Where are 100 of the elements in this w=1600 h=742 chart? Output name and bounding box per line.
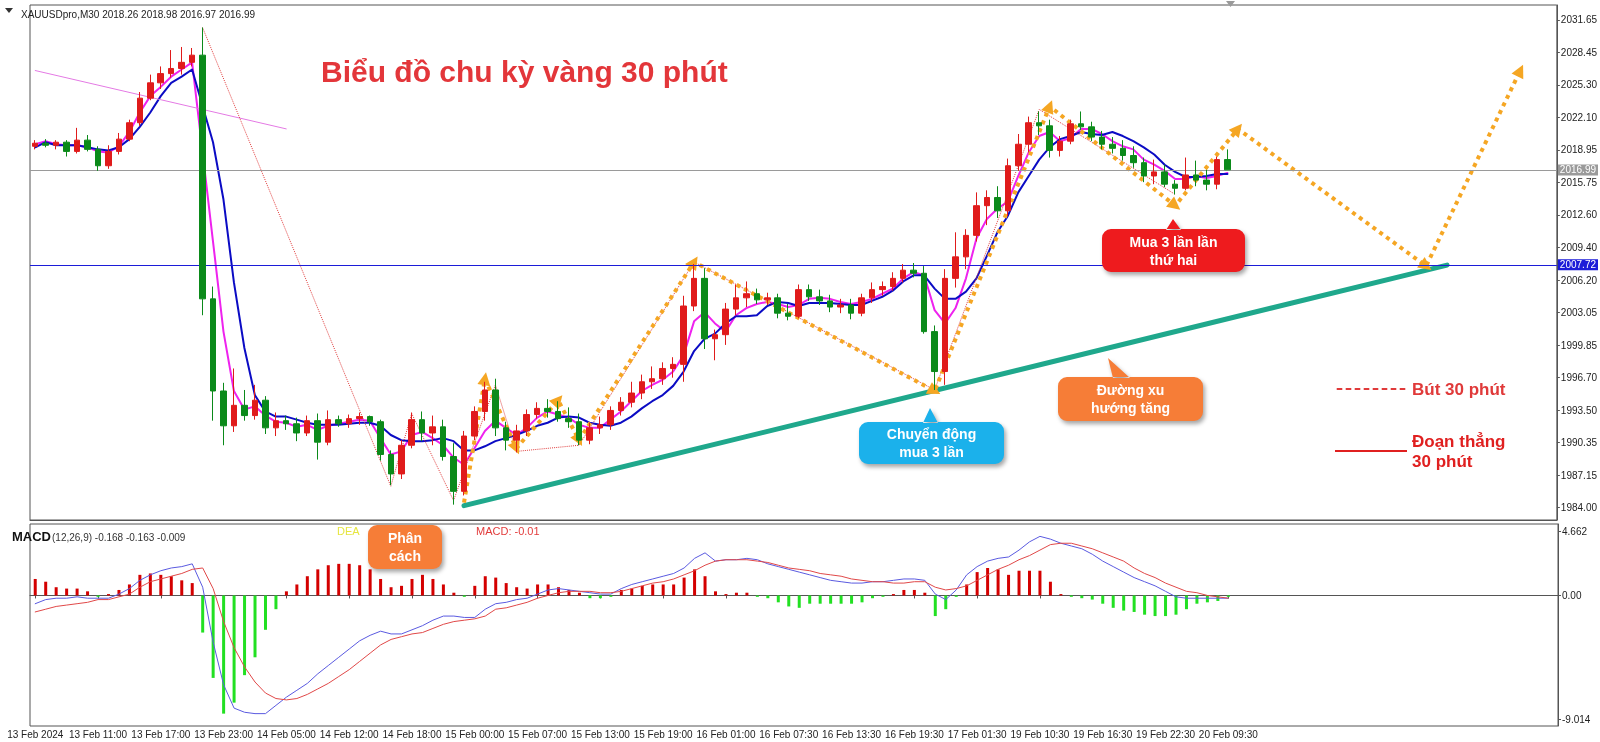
x-tick-label: 15 Feb 07:00 [508,728,568,740]
candlestick [931,324,938,391]
annotation: MACD: -0.01 [476,525,540,538]
y-tick-label: 2031.65 [1560,14,1598,26]
bar [420,574,424,596]
bar [1101,595,1105,604]
candlestick [482,381,488,422]
y-tick-label: 1987.15 [1560,469,1598,481]
bar [933,595,937,617]
bar [902,589,906,596]
x-tick-label: 20 Feb 09:30 [1198,728,1259,740]
candlestick [325,409,331,446]
text: Biểu đồ chu kỳ vàng 30 phút [321,54,728,88]
candlestick [576,413,582,446]
candlestick [523,408,530,437]
candlestick [858,293,865,317]
candlestick [963,228,969,270]
bar [1164,595,1168,617]
bar [295,584,299,596]
bar [661,584,665,596]
candlestick [283,415,289,431]
candlestick [1036,110,1042,136]
candlestick [534,401,540,420]
bar [787,595,791,607]
x-tick-label: 19 Feb 16:30 [1073,728,1133,740]
bar [337,563,341,596]
bar [169,576,173,596]
candlestick [1120,139,1126,162]
candlestick [618,396,624,417]
bar [839,595,843,604]
candlestick [1088,121,1095,142]
candlestick [189,47,195,67]
point [477,372,491,387]
bar [1007,574,1011,596]
bar [776,595,780,603]
bar [431,578,435,596]
candlestick [565,406,572,429]
chart-title: MACD [12,529,51,544]
candlestick [795,284,802,319]
bar [86,591,90,596]
candlestick [952,231,959,289]
candlestick [837,298,844,314]
candlestick [262,395,269,435]
y-tick-label: 1999.85 [1560,339,1598,351]
candlestick [220,382,227,446]
bar [494,577,498,596]
x-tick-label: 19 Feb 22:30 [1136,728,1196,740]
candlestick [659,361,666,386]
bar [1080,595,1084,599]
candlestick [1109,136,1116,154]
bar [347,563,351,596]
bar [232,595,236,703]
y-tick-label: 1993.50 [1560,404,1598,416]
candlestick [712,329,718,361]
candlestick [1193,160,1199,187]
candlestick [471,405,478,441]
x-tick-label: 16 Feb 01:00 [696,728,756,740]
candlestick [1130,145,1137,169]
bar [588,595,592,599]
candlestick [199,27,206,316]
candlestick [1015,133,1022,172]
bar [912,589,916,596]
bar [358,565,362,596]
annotation: DEA [337,525,360,538]
y-tick-label: 2003.05 [1560,307,1598,319]
bar [870,595,874,599]
x-tick-label: 17 Feb 01:30 [947,728,1008,740]
candlestick [1172,179,1178,195]
y-tick-label: 0.00 [1562,589,1582,601]
candlestick [785,303,791,321]
bar [274,595,278,610]
bar [201,595,205,633]
x-tick-label: 13 Feb 11:00 [68,728,128,740]
bar [159,574,163,596]
y-tick-label: 1990.35 [1560,437,1598,449]
y-tick-label: 1996.70 [1560,372,1598,384]
bar [1143,595,1147,615]
candlestick [429,415,436,446]
y-tick-label: 2006.20 [1560,274,1598,286]
candlestick [733,284,739,316]
bar [326,565,330,596]
candlestick [597,416,603,435]
candlestick [774,293,781,319]
candlestick [210,286,216,422]
candlestick [680,295,687,383]
candlestick [1224,148,1231,171]
candlestick [314,413,321,461]
bar [222,595,226,714]
bar [54,587,58,596]
candlestick [754,288,760,305]
bar [368,569,372,596]
bar [714,591,718,596]
x-tick-label: 15 Feb 19:00 [633,728,694,740]
candlestick [586,422,593,445]
y-tick-label: 2025.30 [1560,79,1598,91]
candlestick [910,262,917,278]
candlestick [691,263,697,312]
x-tick-label: 13 Feb 23:00 [194,728,254,740]
candlestick [126,119,133,142]
bar [1111,595,1115,608]
